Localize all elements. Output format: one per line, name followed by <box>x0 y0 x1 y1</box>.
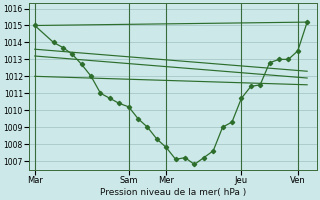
X-axis label: Pression niveau de la mer( hPa ): Pression niveau de la mer( hPa ) <box>100 188 246 197</box>
